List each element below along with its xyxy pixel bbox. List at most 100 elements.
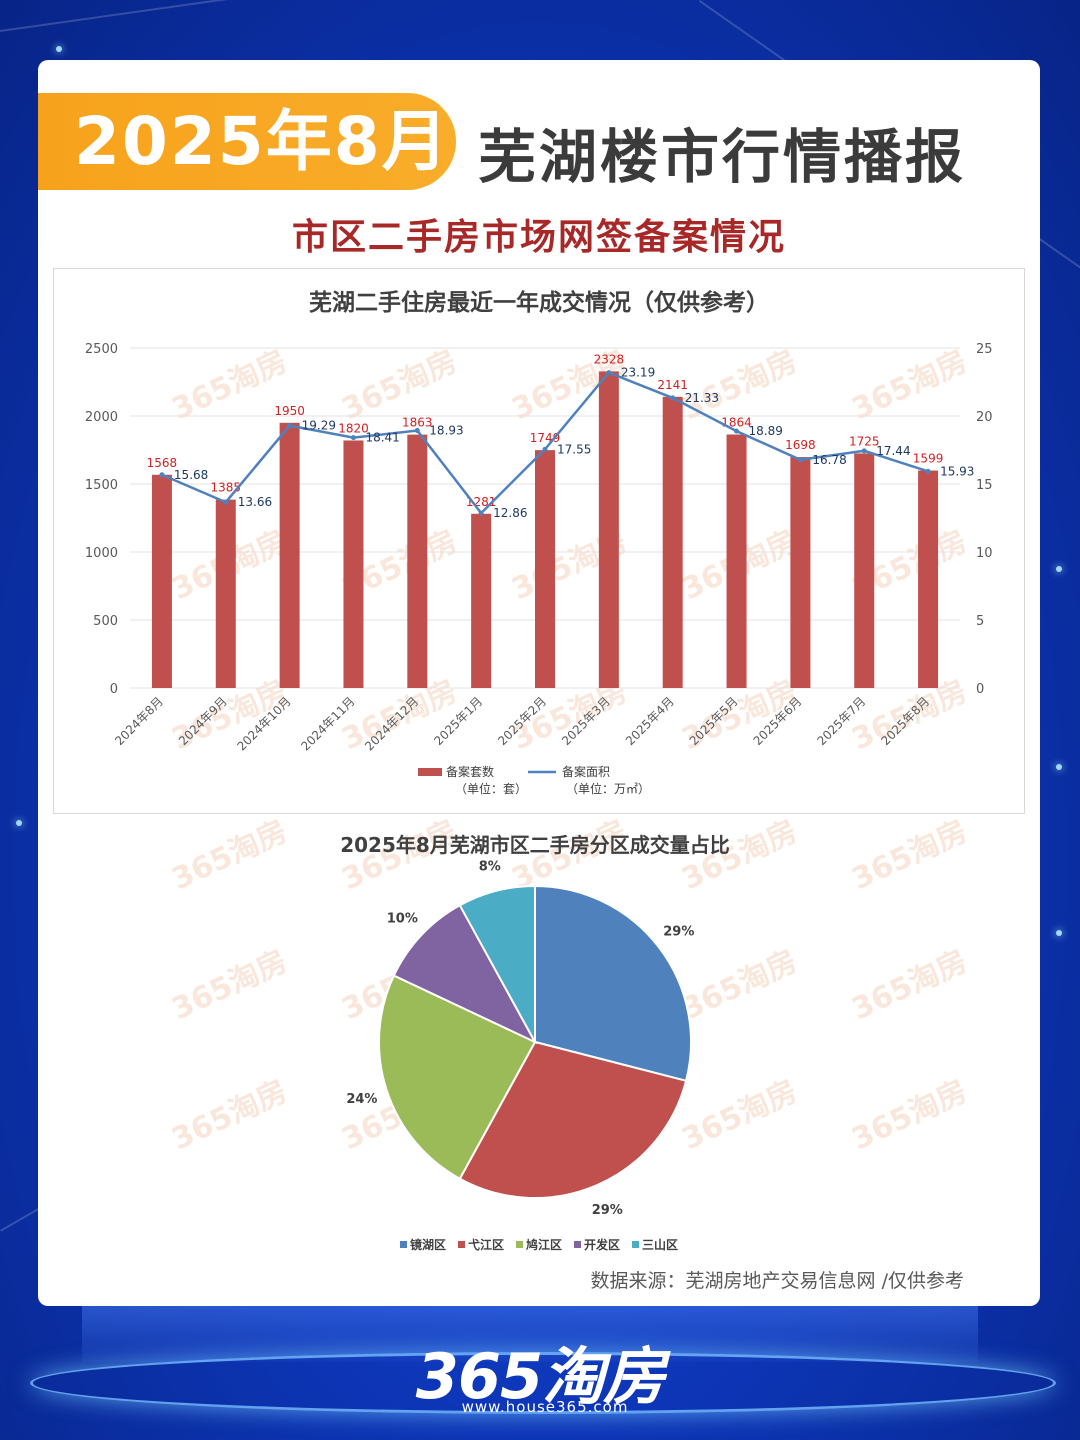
pie-percent-label: 29% (592, 1203, 623, 1218)
line-value-label: 15.93 (940, 464, 974, 478)
line-point (350, 435, 356, 441)
line-point (797, 457, 803, 463)
line-value-label: 15.68 (174, 468, 208, 482)
pie-chart-title: 2025年8月芜湖市区二手房分区成交量占比 (340, 833, 730, 857)
bar-value-label: 1698 (785, 438, 816, 452)
watermark-text: 365淘房 (847, 1074, 973, 1158)
background-dot (1056, 930, 1062, 936)
bar-2025年1月 (471, 513, 492, 688)
bar-value-label: 1820 (338, 421, 369, 435)
watermark-text: 365淘房 (847, 814, 973, 898)
bar-2025年2月 (535, 450, 555, 688)
background-dot (1056, 764, 1062, 770)
pie-legend-label: 鸠江区 (526, 1237, 562, 1252)
bar-2025年8月 (918, 470, 939, 688)
bar-2024年8月 (151, 474, 172, 688)
y-left-tick-label: 2500 (85, 342, 118, 357)
line-point (925, 468, 931, 474)
y-right-tick-label: 10 (976, 546, 993, 561)
watermark-text: 365淘房 (167, 1074, 293, 1158)
x-tick-label: 2024年8月 (112, 694, 166, 748)
line-point (478, 510, 484, 516)
line-value-label: 12.86 (493, 506, 527, 520)
y-right-tick-label: 5 (976, 614, 984, 629)
line-value-label: 21.33 (685, 391, 719, 405)
pie-legend-swatch (400, 1241, 407, 1248)
pie-legend-label: 镜湖区 (410, 1237, 446, 1252)
house365-logo: 365淘房 (415, 1340, 665, 1413)
line-value-label: 17.44 (876, 444, 910, 458)
pie-percent-label: 8% (479, 860, 501, 875)
line-value-label: 17.55 (557, 442, 591, 456)
legend-line-label: 备案面积 (562, 764, 610, 779)
line-point (542, 446, 548, 452)
line-point (414, 428, 420, 434)
watermark-text: 365淘房 (167, 814, 293, 898)
y-left-tick-label: 1500 (85, 478, 118, 493)
pie-chart: 29% 29% 24% 10% 8% 镜湖区 弋江区 鸠江区 开发区 三山区 (346, 860, 694, 1252)
background-dot (56, 46, 62, 52)
background-dot (16, 820, 22, 826)
bar-2025年5月 (726, 434, 747, 688)
background-line (0, 0, 417, 32)
bar-2025年4月 (662, 396, 683, 688)
y-right-tick-label: 20 (976, 410, 993, 425)
watermark-text: 365淘房 (167, 944, 293, 1028)
line-point (861, 448, 867, 454)
bar-2025年7月 (854, 453, 875, 688)
y-left-tick-label: 2000 (85, 410, 118, 425)
pie-slice-弋江区 (458, 1040, 688, 1199)
pie-percent-label: 10% (387, 911, 418, 926)
line-point (734, 428, 740, 434)
bar-value-label: 2141 (657, 378, 688, 392)
watermark-text: 365淘房 (677, 1074, 803, 1158)
bar-value-label: 1864 (721, 415, 752, 429)
pie-slice-鸠江区 (378, 974, 537, 1181)
pie-legend-label: 弋江区 (468, 1237, 504, 1252)
y-left-tick-label: 500 (93, 614, 118, 629)
report-card: 2025年8月 芜湖楼市行情播报 市区二手房市场网签备案情况 365淘房 365淘… (38, 60, 1040, 1306)
pie-slice-开发区 (392, 903, 538, 1045)
combo-chart-title: 芜湖二手住房最近一年成交情况（仅供参考） (309, 289, 769, 316)
line-point (670, 395, 676, 401)
line-point (159, 472, 165, 478)
pie-legend-swatch (516, 1241, 523, 1248)
bar-2024年11月 (343, 440, 364, 688)
legend-line-unit: （单位：万㎡） (566, 781, 650, 796)
y-left-tick-label: 1000 (85, 546, 118, 561)
watermark-text: 365淘房 (847, 944, 973, 1028)
logo-url: www.house365.com (461, 1398, 629, 1416)
line-point (606, 370, 612, 376)
y-left-tick-label: 0 (110, 682, 118, 697)
legend-bar-unit: （单位：套） (455, 781, 527, 796)
pie-legend-label: 开发区 (584, 1237, 620, 1252)
background-dot (1056, 566, 1062, 572)
charts-canvas: 365淘房 365淘房 365淘房 365淘房 365淘房 365淘房 365淘房 365淘房… (85, 289, 993, 1252)
bar-value-label: 2328 (594, 352, 625, 366)
bar-2025年3月 (598, 371, 619, 688)
pie-legend-swatch (574, 1241, 581, 1248)
y-right-tick-label: 15 (976, 478, 993, 493)
line-value-label: 23.19 (621, 366, 655, 380)
line-value-label: 16.78 (812, 453, 846, 467)
bar-value-label: 1863 (402, 416, 433, 430)
pie-legend-label: 三山区 (642, 1237, 678, 1252)
line-value-label: 18.93 (429, 424, 463, 438)
bar-2024年9月 (215, 499, 236, 688)
legend-bar-label: 备案套数 (446, 764, 494, 779)
bar-2024年12月 (407, 434, 428, 688)
line-value-label: 18.41 (365, 431, 399, 445)
line-point (223, 499, 229, 505)
date-badge: 2025年8月 (38, 93, 456, 190)
legend-bar-swatch (418, 768, 442, 776)
y-right-tick-label: 25 (976, 342, 993, 357)
section-subtitle: 市区二手房市场网签备案情况 (291, 217, 786, 258)
bar-value-label: 1725 (849, 434, 880, 448)
line-value-label: 13.66 (238, 495, 272, 509)
bar-value-label: 1950 (274, 404, 305, 418)
line-value-label: 18.89 (749, 424, 783, 438)
watermark-text: 365淘房 (677, 944, 803, 1028)
pie-legend-swatch (458, 1241, 465, 1248)
bar-value-label: 1599 (913, 452, 944, 466)
pie-legend-swatch (632, 1241, 639, 1248)
